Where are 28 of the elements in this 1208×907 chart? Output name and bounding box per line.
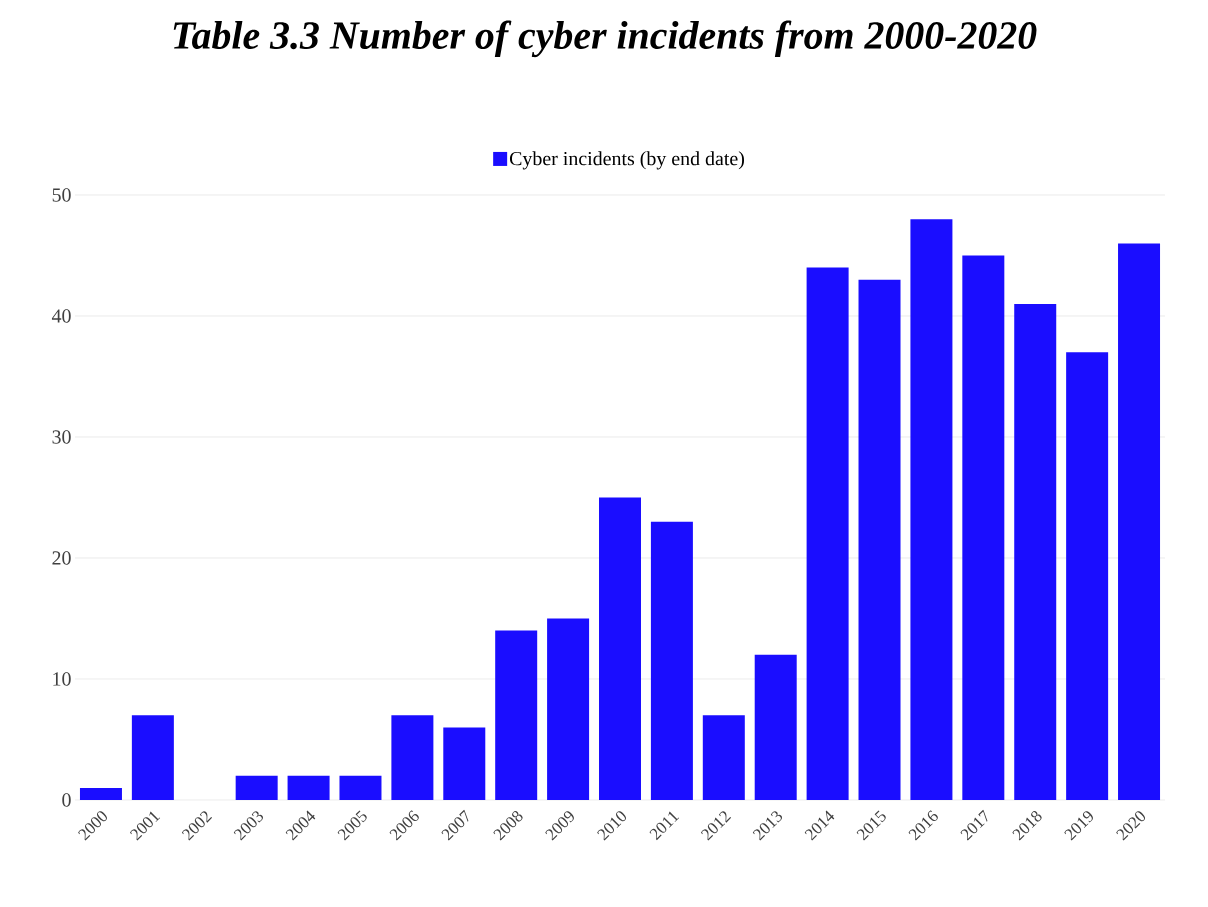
bar xyxy=(339,775,382,800)
y-tick-label: 0 xyxy=(62,793,71,807)
bar xyxy=(79,787,122,800)
y-tick-label: 10 xyxy=(53,672,71,686)
bar xyxy=(547,618,590,800)
bar xyxy=(858,279,901,800)
y-tick-label: 50 xyxy=(52,188,71,202)
bar xyxy=(495,630,538,800)
bar xyxy=(650,521,693,800)
y-tick-label: 30 xyxy=(52,430,71,444)
bar xyxy=(443,727,486,800)
bar xyxy=(287,775,330,800)
y-tick-label: 20 xyxy=(52,551,71,565)
bar xyxy=(806,267,849,800)
bar xyxy=(235,775,278,800)
bar xyxy=(1118,243,1161,800)
bar xyxy=(1014,303,1057,800)
bar xyxy=(702,715,745,800)
bar xyxy=(131,715,174,800)
bar xyxy=(1066,352,1109,800)
y-tick-label: 40 xyxy=(51,309,71,323)
bar xyxy=(910,219,953,800)
bar xyxy=(599,497,641,800)
chart-title: Table 3.3 Number of cyber incidents from 2000-2020 xyxy=(173,20,1037,58)
bar xyxy=(962,255,1005,800)
legend-label: Cyber incidents (by end date) xyxy=(509,151,745,170)
bar xyxy=(754,654,797,800)
bar xyxy=(391,715,434,800)
